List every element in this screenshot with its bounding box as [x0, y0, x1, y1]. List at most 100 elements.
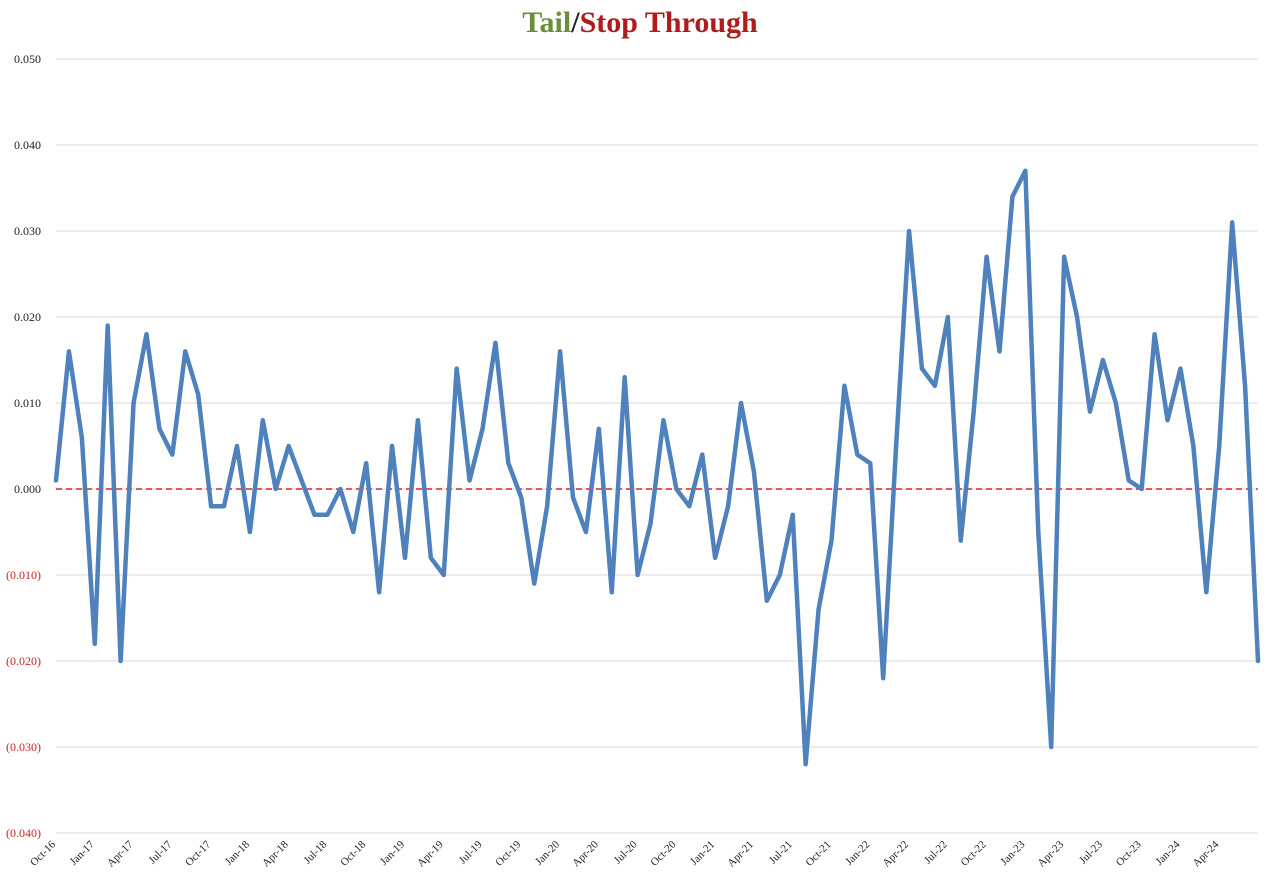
x-tick-label: Jan-21	[688, 839, 717, 868]
x-tick-label: Jan-20	[533, 838, 563, 868]
x-tick-label: Jul-19	[457, 838, 485, 866]
data-point	[54, 478, 58, 482]
data-point	[429, 556, 433, 560]
data-point	[1075, 315, 1079, 319]
chart-title-tail: Tail	[522, 6, 572, 39]
data-point	[855, 453, 859, 457]
y-tick-label: 0.020	[14, 310, 41, 324]
data-point	[946, 315, 950, 319]
data-point	[235, 444, 239, 448]
data-point	[1088, 410, 1092, 414]
data-point	[726, 504, 730, 508]
x-tick-label: Oct-20	[648, 838, 678, 868]
x-tick-label: Jul-22	[922, 839, 950, 867]
x-tick-label: Apr-19	[415, 838, 446, 869]
data-point	[1062, 255, 1066, 259]
y-tick-label: (0.020)	[6, 654, 41, 668]
data-point	[325, 513, 330, 517]
data-point	[351, 530, 355, 534]
data-point	[804, 762, 808, 766]
data-point	[752, 470, 756, 474]
x-tick-label: Apr-18	[260, 838, 291, 869]
x-tick-label: Jul-21	[767, 839, 795, 867]
data-point	[467, 478, 472, 482]
data-point	[700, 453, 704, 457]
data-point	[416, 418, 420, 422]
data-point	[119, 659, 123, 663]
x-tick-label: Oct-23	[1114, 838, 1144, 868]
data-point	[312, 513, 317, 517]
data-point	[636, 573, 640, 577]
data-point	[558, 349, 562, 353]
x-tick-label: Jul-18	[302, 838, 330, 866]
y-tick-label: (0.030)	[6, 740, 41, 754]
data-point	[170, 453, 174, 457]
data-point	[1114, 401, 1118, 405]
chart-title-stop-through: Stop Through	[579, 6, 758, 39]
data-point	[997, 349, 1002, 353]
data-point	[791, 513, 795, 517]
x-tick-label: Oct-22	[959, 839, 989, 869]
x-tick-label: Oct-18	[338, 838, 368, 868]
x-tick-label: Apr-24	[1191, 838, 1222, 869]
data-point	[1243, 384, 1247, 388]
data-point	[1127, 478, 1131, 482]
data-point	[623, 375, 627, 379]
data-point	[93, 642, 97, 646]
data-point	[377, 590, 381, 594]
data-point	[157, 427, 161, 431]
data-point	[209, 504, 213, 508]
x-tick-label: Jan-19	[378, 838, 408, 868]
data-point	[1153, 332, 1157, 336]
series-layer	[53, 168, 1261, 767]
data-point	[959, 539, 963, 543]
y-tick-label: 0.000	[14, 482, 41, 496]
data-point	[261, 418, 265, 422]
x-tick-label: Jan-18	[223, 838, 253, 868]
data-point	[739, 401, 743, 405]
x-tick-label: Apr-21	[725, 839, 756, 870]
data-point	[661, 418, 666, 422]
x-tick-label: Jul-23	[1077, 838, 1105, 866]
series-line	[53, 168, 1261, 767]
data-point	[480, 427, 485, 431]
data-point	[972, 410, 976, 414]
data-point	[506, 461, 510, 465]
data-point	[364, 461, 368, 465]
chart-title: Tail/Stop Through	[0, 6, 1280, 40]
chart-title-separator: /	[571, 6, 580, 39]
data-point	[144, 332, 149, 336]
data-point	[674, 487, 678, 491]
data-point	[765, 599, 769, 603]
data-point	[532, 582, 536, 586]
data-point	[1191, 444, 1195, 448]
x-tick-label: Apr-23	[1035, 838, 1066, 869]
data-point	[1036, 530, 1040, 534]
data-point	[1101, 358, 1105, 362]
data-point	[248, 530, 252, 534]
data-point	[1178, 367, 1183, 371]
data-point	[1256, 659, 1260, 663]
data-point	[868, 461, 872, 465]
data-point	[222, 504, 226, 508]
data-point	[984, 255, 989, 259]
y-tick-label: 0.040	[14, 138, 41, 152]
data-point	[687, 504, 691, 508]
x-axis: Oct-16 Jan-17 Apr-17 Jul-17 Oct-17 Jan-18 Apr-…	[28, 838, 1222, 869]
data-point	[907, 229, 911, 233]
data-point	[183, 349, 187, 353]
x-tick-label: Jan-17	[68, 838, 98, 868]
y-tick-label: 0.050	[14, 52, 41, 66]
data-point	[713, 556, 717, 560]
data-point	[920, 367, 924, 371]
x-tick-label: Oct-19	[493, 838, 523, 868]
data-point	[455, 367, 459, 371]
y-tick-label: (0.040)	[6, 826, 41, 840]
x-tick-label: Oct-17	[183, 838, 213, 868]
data-point	[1217, 444, 1221, 448]
data-point	[1230, 220, 1234, 224]
data-point	[881, 676, 885, 680]
data-point	[1140, 487, 1144, 491]
